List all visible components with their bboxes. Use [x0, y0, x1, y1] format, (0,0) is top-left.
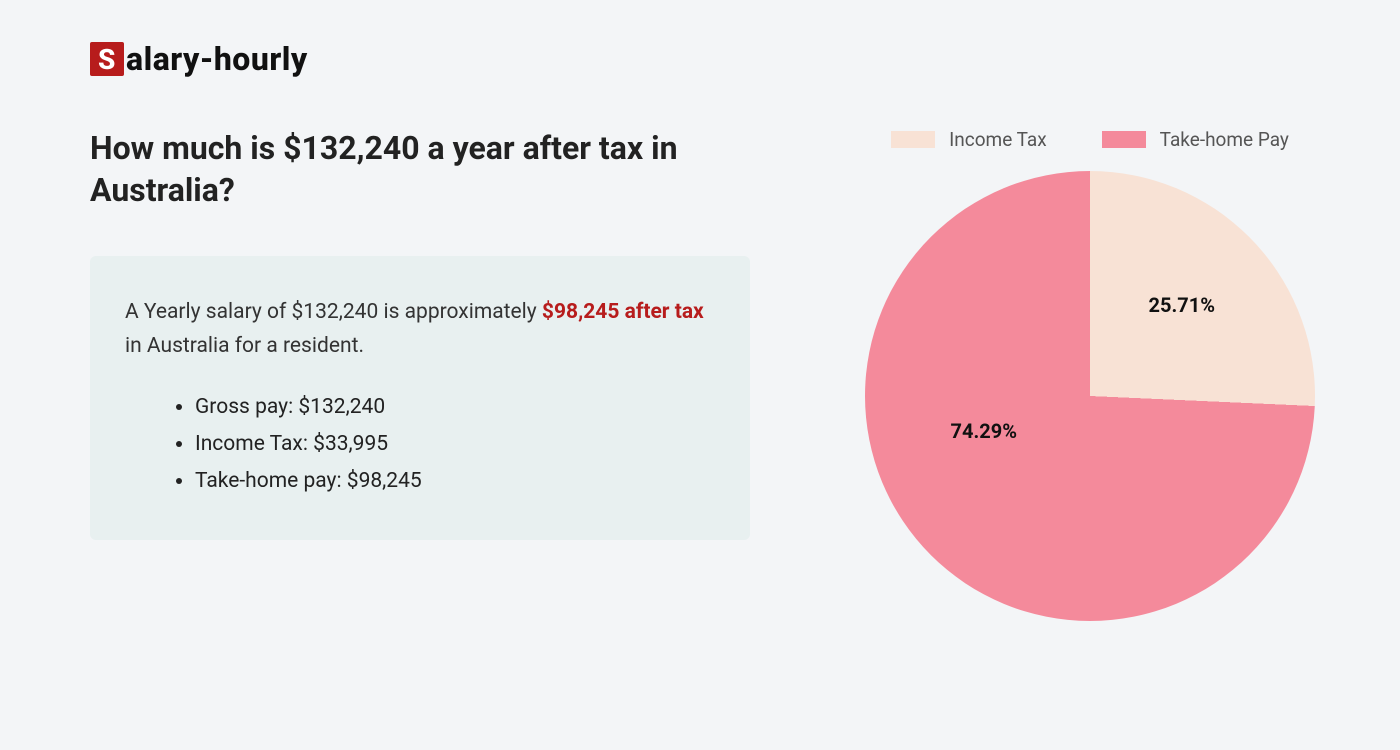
list-item: Gross pay: $132,240: [195, 389, 715, 426]
detail-list: Gross pay: $132,240 Income Tax: $33,995 …: [125, 389, 715, 499]
site-logo: Salary-hourly: [90, 40, 1340, 78]
legend-item-take-home: Take-home Pay: [1102, 128, 1289, 151]
slice-label-take-home: 74.29%: [951, 419, 1017, 443]
slice-label-income-tax: 25.71%: [1149, 293, 1215, 317]
chart-column: Income Tax Take-home Pay 25.71% 74.29%: [840, 128, 1340, 710]
left-column: How much is $132,240 a year after tax in…: [90, 128, 750, 710]
page-title: How much is $132,240 a year after tax in…: [90, 128, 750, 211]
logo-text: alary-hourly: [126, 40, 308, 78]
summary-highlight: $98,245 after tax: [542, 300, 704, 324]
legend-swatch-take-home: [1102, 131, 1146, 148]
legend-swatch-income-tax: [891, 131, 935, 148]
legend-label-take-home: Take-home Pay: [1160, 128, 1289, 151]
summary-sentence: A Yearly salary of $132,240 is approxima…: [125, 296, 715, 363]
summary-suffix: in Australia for a resident.: [125, 334, 364, 358]
pie-chart: 25.71% 74.29%: [865, 171, 1315, 621]
list-item: Take-home pay: $98,245: [195, 463, 715, 500]
chart-legend: Income Tax Take-home Pay: [891, 128, 1289, 151]
content-row: How much is $132,240 a year after tax in…: [90, 128, 1340, 710]
legend-item-income-tax: Income Tax: [891, 128, 1047, 151]
page-container: Salary-hourly How much is $132,240 a yea…: [0, 0, 1400, 750]
summary-prefix: A Yearly salary of $132,240 is approxima…: [125, 300, 542, 324]
legend-label-income-tax: Income Tax: [949, 128, 1047, 151]
logo-initial-box: S: [90, 42, 124, 76]
pie-disc: [865, 171, 1315, 621]
list-item: Income Tax: $33,995: [195, 426, 715, 463]
summary-box: A Yearly salary of $132,240 is approxima…: [90, 256, 750, 539]
